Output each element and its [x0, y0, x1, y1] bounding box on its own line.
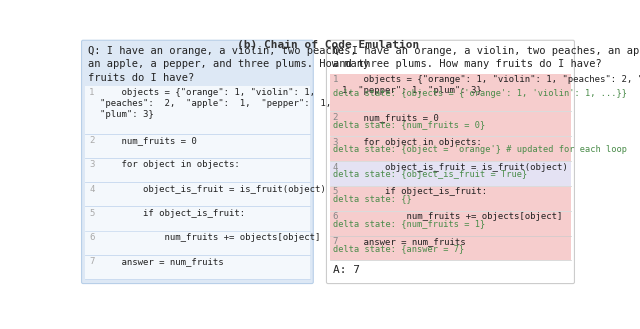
Text: num_fruits += objects[object]: num_fruits += objects[object] [100, 233, 321, 242]
Text: 6: 6 [90, 233, 95, 242]
Text: for object in objects:: for object in objects: [342, 138, 482, 147]
Bar [84, 87, 310, 134]
Text: 5: 5 [90, 209, 95, 218]
Text: delta state: {num_fruits = 1}: delta state: {num_fruits = 1} [333, 219, 485, 228]
Text: A: 7: A: 7 [333, 265, 360, 275]
Bar [330, 237, 572, 261]
Text: 5: 5 [333, 188, 338, 196]
Text: for object in objects:: for object in objects: [100, 161, 240, 169]
Bar [84, 159, 310, 182]
Text: object_is_fruit = is_fruit(object): object_is_fruit = is_fruit(object) [342, 163, 568, 172]
Bar [330, 187, 572, 211]
Text: 1: 1 [90, 88, 95, 97]
Text: 4: 4 [90, 185, 95, 194]
Bar [330, 112, 572, 136]
Text: object_is_fruit = is_fruit(object): object_is_fruit = is_fruit(object) [100, 185, 326, 194]
Bar [330, 137, 572, 161]
Text: 1: 1 [333, 75, 338, 84]
Text: 2: 2 [90, 136, 95, 145]
Text: if object_is_fruit:: if object_is_fruit: [342, 188, 487, 196]
Bar [84, 231, 310, 255]
Text: 6: 6 [333, 212, 338, 221]
FancyBboxPatch shape [326, 40, 575, 284]
Bar [84, 207, 310, 231]
Text: delta state: {answer = 7}: delta state: {answer = 7} [333, 244, 464, 253]
Bar [84, 183, 310, 207]
Text: delta state: {}: delta state: {} [333, 194, 412, 203]
Text: delta state: {object_is_fruit = True}: delta state: {object_is_fruit = True} [333, 169, 527, 179]
Bar [84, 135, 310, 158]
Bar [330, 162, 572, 186]
Text: num_fruits += objects[object]: num_fruits += objects[object] [342, 212, 563, 221]
Text: delta state: {object = 'orange'} # updated for each loop: delta state: {object = 'orange'} # updat… [333, 145, 627, 154]
Text: delta state: {objects = {'orange': 1, 'violin': 1, ...}}: delta state: {objects = {'orange': 1, 'v… [333, 89, 627, 98]
Text: 3: 3 [333, 138, 338, 147]
Bar [84, 256, 310, 279]
Bar [330, 74, 572, 112]
Text: objects = {"orange": 1, "violin": 1, "peaches": 2, "apple":
1, "pepper": 1, "plu: objects = {"orange": 1, "violin": 1, "pe… [342, 75, 640, 95]
Text: (b) Chain of Code Emulation: (b) Chain of Code Emulation [237, 40, 419, 50]
Text: answer = num_fruits: answer = num_fruits [100, 257, 224, 266]
Text: Q: I have an orange, a violin, two peaches, an apple, a pepper,
and three plums.: Q: I have an orange, a violin, two peach… [333, 46, 640, 69]
Text: Q: I have an orange, a violin, two peaches,
an apple, a pepper, and three plums.: Q: I have an orange, a violin, two peach… [88, 46, 369, 83]
Text: 4: 4 [333, 163, 338, 172]
Text: 2: 2 [333, 113, 338, 122]
Text: objects = {"orange": 1, "violin": 1,
"peaches":  2,  "apple":  1,  "pepper":  1,: objects = {"orange": 1, "violin": 1, "pe… [100, 88, 332, 119]
Text: num_fruits = 0: num_fruits = 0 [342, 113, 438, 122]
Bar [330, 212, 572, 236]
Text: 7: 7 [90, 257, 95, 266]
Text: 7: 7 [333, 237, 338, 246]
Text: delta state: {num_fruits = 0}: delta state: {num_fruits = 0} [333, 120, 485, 129]
Text: answer = num_fruits: answer = num_fruits [342, 237, 465, 246]
FancyBboxPatch shape [81, 40, 313, 284]
Text: if object_is_fruit:: if object_is_fruit: [100, 209, 245, 218]
Text: 3: 3 [90, 161, 95, 169]
Text: num_fruits = 0: num_fruits = 0 [100, 136, 197, 145]
